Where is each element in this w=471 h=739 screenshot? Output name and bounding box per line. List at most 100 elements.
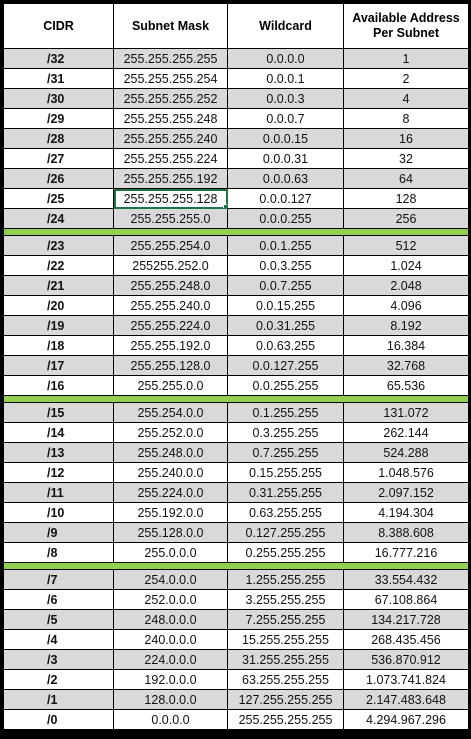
subnet-mask-cell[interactable]: 255.255.255.224 xyxy=(113,148,228,169)
subnet-mask-cell[interactable]: 255.192.0.0 xyxy=(113,502,228,523)
cidr-cell[interactable]: /6 xyxy=(3,589,114,610)
wildcard-cell[interactable]: 127.255.255.255 xyxy=(227,689,344,710)
available-address-cell[interactable]: 8.192 xyxy=(343,315,469,336)
available-address-cell[interactable]: 32.768 xyxy=(343,355,469,376)
wildcard-cell[interactable]: 0.0.255.255 xyxy=(227,375,344,396)
available-address-cell[interactable]: 8.388.608 xyxy=(343,522,469,543)
subnet-mask-cell[interactable]: 255.255.255.192 xyxy=(113,168,228,189)
wildcard-cell[interactable]: 0.255.255.255 xyxy=(227,542,344,563)
subnet-mask-cell[interactable]: 224.0.0.0 xyxy=(113,649,228,670)
subnet-mask-cell[interactable]: 255.255.128.0 xyxy=(113,355,228,376)
available-address-cell[interactable]: 65.536 xyxy=(343,375,469,396)
available-address-cell[interactable]: 268.435.456 xyxy=(343,629,469,650)
available-address-cell[interactable]: 32 xyxy=(343,148,469,169)
available-address-cell[interactable]: 131.072 xyxy=(343,402,469,423)
available-address-cell[interactable]: 64 xyxy=(343,168,469,189)
wildcard-cell[interactable]: 31.255.255.255 xyxy=(227,649,344,670)
available-address-cell[interactable]: 4.194.304 xyxy=(343,502,469,523)
wildcard-cell[interactable]: 0.0.0.63 xyxy=(227,168,344,189)
wildcard-cell[interactable]: 0.0.0.7 xyxy=(227,108,344,129)
header-available-address[interactable]: Available Address Per Subnet xyxy=(343,3,469,49)
cidr-cell[interactable]: /32 xyxy=(3,48,114,69)
wildcard-cell[interactable]: 15.255.255.255 xyxy=(227,629,344,650)
cidr-cell[interactable]: /22 xyxy=(3,255,114,276)
subnet-mask-cell-selected[interactable]: 255.255.255.128 xyxy=(113,188,228,209)
cidr-cell[interactable]: /9 xyxy=(3,522,114,543)
cidr-cell[interactable]: /30 xyxy=(3,88,114,109)
subnet-mask-cell[interactable]: 255.128.0.0 xyxy=(113,522,228,543)
cidr-cell[interactable]: /2 xyxy=(3,669,114,690)
subnet-mask-cell[interactable]: 255.255.255.252 xyxy=(113,88,228,109)
available-address-cell[interactable]: 536.870.912 xyxy=(343,649,469,670)
subnet-mask-cell[interactable]: 255.255.224.0 xyxy=(113,315,228,336)
cidr-cell[interactable]: /21 xyxy=(3,275,114,296)
cidr-cell[interactable]: /14 xyxy=(3,422,114,443)
subnet-mask-cell[interactable]: 255.255.254.0 xyxy=(113,235,228,256)
available-address-cell[interactable]: 67.108.864 xyxy=(343,589,469,610)
cidr-cell[interactable]: /13 xyxy=(3,442,114,463)
wildcard-cell[interactable]: 0.0.3.255 xyxy=(227,255,344,276)
cidr-cell[interactable]: /24 xyxy=(3,208,114,229)
subnet-mask-cell[interactable]: 255.254.0.0 xyxy=(113,402,228,423)
wildcard-cell[interactable]: 255.255.255.255 xyxy=(227,709,344,730)
wildcard-cell[interactable]: 0.0.31.255 xyxy=(227,315,344,336)
wildcard-cell[interactable]: 0.0.7.255 xyxy=(227,275,344,296)
available-address-cell[interactable]: 2.048 xyxy=(343,275,469,296)
available-address-cell[interactable]: 256 xyxy=(343,208,469,229)
cidr-cell[interactable]: /7 xyxy=(3,569,114,590)
subnet-mask-cell[interactable]: 255.248.0.0 xyxy=(113,442,228,463)
cidr-cell[interactable]: /3 xyxy=(3,649,114,670)
available-address-cell[interactable]: 2.097.152 xyxy=(343,482,469,503)
available-address-cell[interactable]: 16 xyxy=(343,128,469,149)
wildcard-cell[interactable]: 63.255.255.255 xyxy=(227,669,344,690)
wildcard-cell[interactable]: 0.7.255.255 xyxy=(227,442,344,463)
available-address-cell[interactable]: 16.384 xyxy=(343,335,469,356)
cidr-cell[interactable]: /16 xyxy=(3,375,114,396)
wildcard-cell[interactable]: 0.3.255.255 xyxy=(227,422,344,443)
separator-cell[interactable] xyxy=(3,228,469,236)
cidr-cell[interactable]: /23 xyxy=(3,235,114,256)
subnet-mask-cell[interactable]: 128.0.0.0 xyxy=(113,689,228,710)
wildcard-cell[interactable]: 0.31.255.255 xyxy=(227,482,344,503)
cidr-cell[interactable]: /27 xyxy=(3,148,114,169)
subnet-mask-cell[interactable]: 255.255.255.0 xyxy=(113,208,228,229)
cidr-cell[interactable]: /15 xyxy=(3,402,114,423)
cidr-cell[interactable]: /31 xyxy=(3,68,114,89)
subnet-mask-cell[interactable]: 255.255.255.240 xyxy=(113,128,228,149)
wildcard-cell[interactable]: 0.15.255.255 xyxy=(227,462,344,483)
cidr-cell[interactable]: /29 xyxy=(3,108,114,129)
wildcard-cell[interactable]: 0.127.255.255 xyxy=(227,522,344,543)
cidr-cell[interactable]: /0 xyxy=(3,709,114,730)
subnet-mask-cell[interactable]: 255.255.0.0 xyxy=(113,375,228,396)
cidr-cell[interactable]: /5 xyxy=(3,609,114,630)
cidr-cell[interactable]: /8 xyxy=(3,542,114,563)
cidr-cell[interactable]: /18 xyxy=(3,335,114,356)
wildcard-cell[interactable]: 1.255.255.255 xyxy=(227,569,344,590)
wildcard-cell[interactable]: 0.0.0.1 xyxy=(227,68,344,89)
subnet-mask-cell[interactable]: 0.0.0.0 xyxy=(113,709,228,730)
available-address-cell[interactable]: 2.147.483.648 xyxy=(343,689,469,710)
subnet-mask-cell[interactable]: 252.0.0.0 xyxy=(113,589,228,610)
wildcard-cell[interactable]: 0.0.63.255 xyxy=(227,335,344,356)
subnet-mask-cell[interactable]: 255.252.0.0 xyxy=(113,422,228,443)
cidr-cell[interactable]: /28 xyxy=(3,128,114,149)
available-address-cell[interactable]: 1 xyxy=(343,48,469,69)
subnet-mask-cell[interactable]: 255255.252.0 xyxy=(113,255,228,276)
wildcard-cell[interactable]: 0.0.0.3 xyxy=(227,88,344,109)
cidr-cell[interactable]: /10 xyxy=(3,502,114,523)
available-address-cell[interactable]: 4.294.967.296 xyxy=(343,709,469,730)
fill-handle[interactable] xyxy=(223,204,227,208)
wildcard-cell[interactable]: 0.0.0.15 xyxy=(227,128,344,149)
subnet-mask-cell[interactable]: 255.255.255.254 xyxy=(113,68,228,89)
subnet-mask-cell[interactable]: 248.0.0.0 xyxy=(113,609,228,630)
separator-cell[interactable] xyxy=(3,562,469,570)
cidr-cell[interactable]: /11 xyxy=(3,482,114,503)
available-address-cell[interactable]: 262.144 xyxy=(343,422,469,443)
wildcard-cell[interactable]: 7.255.255.255 xyxy=(227,609,344,630)
cidr-cell[interactable]: /17 xyxy=(3,355,114,376)
available-address-cell[interactable]: 16.777.216 xyxy=(343,542,469,563)
subnet-mask-cell[interactable]: 255.255.255.248 xyxy=(113,108,228,129)
available-address-cell[interactable]: 128 xyxy=(343,188,469,209)
available-address-cell[interactable]: 4 xyxy=(343,88,469,109)
header-subnet-mask[interactable]: Subnet Mask xyxy=(113,3,228,49)
